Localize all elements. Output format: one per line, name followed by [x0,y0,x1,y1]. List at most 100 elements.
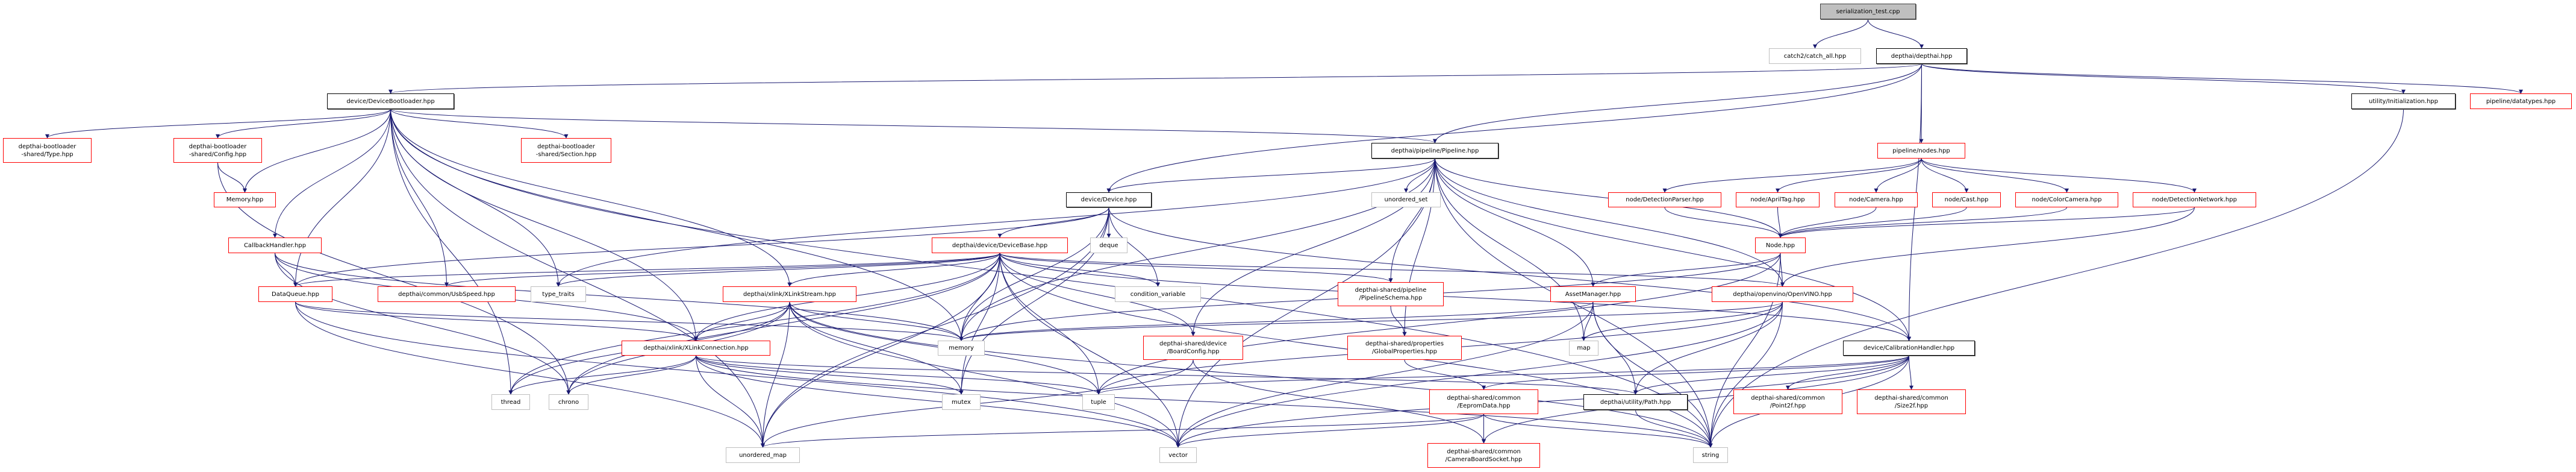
edge-nodehpp-to-tuple [1096,253,1781,395]
graph-node-openvino[interactable]: depthai/openvino/OpenVINO.hpp [1712,286,1853,302]
edge-nodehpp-to-string [1708,253,1781,448]
graph-node-initialization[interactable]: utility/Initialization.hpp [2351,93,2456,109]
graph-node-device[interactable]: device/Device.hpp [1066,192,1152,207]
graph-node-apriltag[interactable]: node/AprilTag.hpp [1736,192,1820,207]
edge-device-to-condvar [1108,207,1160,287]
edge-detparser-to-nodehpp [1664,207,1783,238]
edge-devicebase-to-condvar [999,253,1160,287]
graph-node-usbspeed[interactable]: depthai/common/UsbSpeed.hpp [378,286,516,302]
graph-node-dataqueue[interactable]: DataQueue.hpp [258,286,332,302]
edge-pipeline-to-type_traits [556,158,1435,287]
graph-node-memoryhpp[interactable]: Memory.hpp [214,192,276,207]
graph-node-bconfig[interactable]: depthai-bootloader -shared/Config.hpp [173,138,262,163]
edge-root-to-depthai [1868,19,1924,49]
edge-devicebase-to-vector [999,253,1180,448]
edge-xlinkconn-to-chrono [566,355,696,395]
graph-node-pipeline[interactable]: depthai/pipeline/Pipeline.hpp [1371,143,1499,159]
edge-callback-to-chrono [275,253,571,395]
graph-node-nodes[interactable]: pipeline/nodes.hpp [1877,143,1965,159]
edge-xlinkstream-to-string [789,301,1713,448]
graph-node-btype[interactable]: depthai-bootloader -shared/Type.hpp [3,138,92,163]
edge-nodes-to-cast [1921,158,1969,193]
graph-node-xlinkconn[interactable]: depthai/xlink/XLinkConnection.hpp [622,341,770,356]
graph-node-bsection[interactable]: depthai-bootloader -shared/Section.hpp [521,138,611,163]
edge-dataqueue-to-unordered_map [295,301,765,448]
graph-node-unordered_set: unordered_set [1371,192,1441,207]
graph-node-calib[interactable]: device/CalibrationHandler.hpp [1843,341,1975,356]
edge-devicebase-to-tuple [999,253,1101,395]
edge-depthai-to-pipeline [1433,63,1922,143]
graph-node-memory: memory [938,341,985,356]
edge-xlinkconn-to-tuple [696,355,1101,395]
edge-pipeline-to-unordered_set [1404,158,1435,193]
graph-node-xlinkstream[interactable]: depthai/xlink/XLinkStream.hpp [723,286,856,302]
edge-devicebase-to-boardconfig [999,253,1196,336]
graph-node-tuple: tuple [1082,394,1115,410]
graph-node-string: string [1693,447,1728,463]
graph-node-devicebase[interactable]: depthai/device/DeviceBase.hpp [932,238,1068,253]
edge-root-to-catch2 [1813,19,1868,49]
graph-node-detparser[interactable]: node/DetectionParser.hpp [1608,192,1721,207]
edge-boardconfig-to-cbsocket [1193,359,1486,444]
graph-node-thread: thread [491,394,530,410]
edge-pipeline-to-vector [1176,158,1435,448]
edge-calib-to-tuple [1096,355,1909,395]
graph-node-assetmgr[interactable]: AssetManager.hpp [1550,286,1636,302]
edge-calib-to-cbsocket [1482,355,1909,444]
edge-pipeline-to-nodehpp [1435,158,1783,238]
graph-node-datatypes[interactable]: pipeline/datatypes.hpp [2470,93,2572,109]
edge-xlinkconn-to-thread [508,355,696,395]
edge-xlinkstream-to-unordered_map [761,301,790,448]
graph-node-condvar: condition_variable [1115,286,1201,302]
edge-dataqueue-to-vector [295,301,1180,448]
edge-device-to-memory [959,207,1109,341]
edge-openvino-to-memory [959,301,1783,341]
edge-devicebase-to-type_traits [556,253,1000,287]
edge-bootloader-to-pipeline [390,109,1437,143]
graph-node-callback[interactable]: CallbackHandler.hpp [228,238,322,253]
edge-calib-to-vector [1176,355,1909,448]
graph-node-cbsocket[interactable]: depthai-shared/common /CameraBoardSocket… [1427,443,1540,468]
graph-node-point2f[interactable]: depthai-shared/common /Point2f.hpp [1733,389,1842,414]
edge-depthai-to-datatypes [1921,63,2523,94]
edge-devicebase-to-xlinkstream [787,253,1000,287]
edge-devicebase-to-thread [508,253,1000,395]
edge-devicebase-to-dataqueue [293,253,1000,287]
graph-node-mutex: mutex [942,394,981,410]
graph-node-depthai[interactable]: depthai/depthai.hpp [1876,48,1967,64]
graph-node-eeprom[interactable]: depthai-shared/common /EepromData.hpp [1429,389,1538,414]
graph-node-nodehpp[interactable]: Node.hpp [1755,238,1806,253]
edge-bootloader-to-btype [45,109,391,139]
graph-node-deque: deque [1090,238,1127,253]
edge-nodes-to-apriltag [1776,158,1922,193]
edge-colorcamera-to-nodehpp [1778,207,2067,238]
graph-node-pschema[interactable]: depthai-shared/pipeline /PipelineSchema.… [1338,282,1444,306]
edge-bootloader-to-usbspeed [390,109,449,287]
edge-openvino-to-path [1633,301,1783,395]
edge-pipeline-to-map [1435,158,1586,341]
edge-depthai-to-bootloader [388,63,1922,94]
edge-dataqueue-to-memory [295,301,964,341]
graph-node-root[interactable]: serialization_test.cpp [1820,4,1916,19]
edge-bootloader-to-string [390,109,1713,448]
edge-depthai-to-initialization [1921,63,2406,94]
graph-node-cast[interactable]: node/Cast.hpp [1932,192,2001,207]
edge-detnet-to-openvino [1780,207,2195,287]
graph-node-colorcamera[interactable]: node/ColorCamera.hpp [2015,192,2118,207]
edge-xlinkconn-to-mutex [696,355,964,395]
graph-node-size2f[interactable]: depthai-shared/common /Size2f.hpp [1857,389,1966,414]
graph-node-camera[interactable]: node/Camera.hpp [1835,192,1918,207]
graph-node-bootloader[interactable]: device/DeviceBootloader.hpp [327,93,454,109]
graph-node-path[interactable]: depthai/utility/Path.hpp [1583,394,1688,410]
graph-node-detnet[interactable]: node/DetectionNetwork.hpp [2133,192,2256,207]
edge-openvino-to-string [1708,301,1783,448]
graph-node-boardconfig[interactable]: depthai-shared/device /BoardConfig.hpp [1143,336,1243,360]
edge-depthai-to-device [1106,63,1922,193]
edge-xlinkconn-to-path [696,355,1638,395]
edge-devicebase-to-mutex [959,253,1000,395]
graph-node-globalprops[interactable]: depthai-shared/properties /GlobalPropert… [1347,336,1462,360]
edge-bootloader-to-xlinkconn [390,109,698,341]
graph-node-type_traits: type_traits [531,286,586,302]
edge-device-to-dataqueue [293,207,1109,287]
